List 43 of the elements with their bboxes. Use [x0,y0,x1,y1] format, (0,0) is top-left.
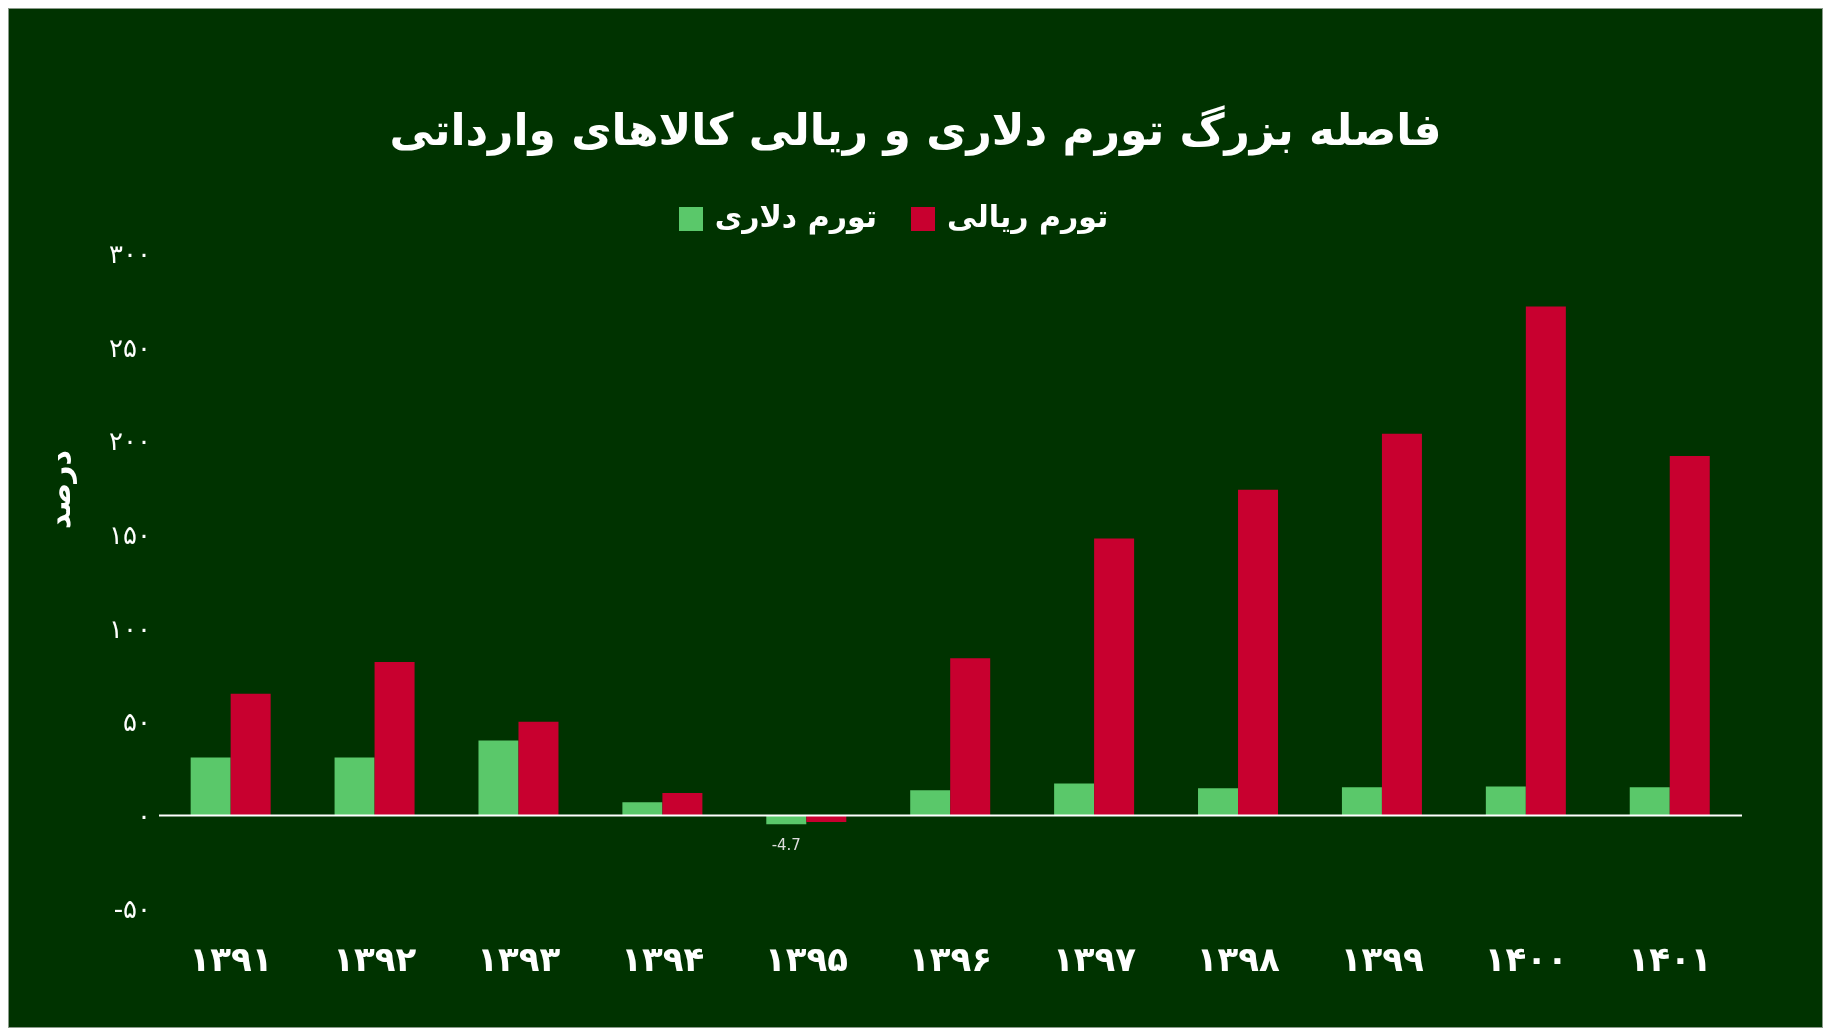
x-tick-label: ۱۴۰۰ [1484,939,1568,980]
x-tick-label: ۱۳۹۴ [621,939,705,980]
y-tick-label: -۵۰ [113,894,151,925]
bar [334,757,375,816]
data-label: -4.7 [771,836,801,855]
x-tick-label: ۱۳۹۱ [189,939,273,980]
x-tick-label: ۱۳۹۹ [1340,939,1424,980]
bar [950,658,991,816]
y-axis-title: درصد [41,449,77,529]
y-tick-label: ۵۰ [123,707,151,738]
legend-label: تورم دلاری [714,199,878,234]
y-tick-label: ۱۰۰ [109,613,151,644]
bar [1198,788,1239,816]
y-tick-label: ۰ [137,800,151,831]
y-tick-label: ۳۰۰ [109,239,151,270]
y-tick-label: ۲۰۰ [109,426,151,457]
bar [1669,456,1710,816]
bar [910,790,951,816]
bar [230,693,271,816]
bar [1054,783,1095,816]
y-tick-label: ۱۵۰ [109,519,151,550]
bar [1629,787,1670,816]
chart-title: فاصله بزرگ تورم دلاری و ریالی کالاهای وارداتی [388,104,1443,155]
bar [518,721,559,816]
legend-label: تورم ریالی [947,199,1109,234]
x-tick-label: ۱۳۹۳ [477,939,561,980]
bar [1341,787,1382,816]
x-tick-label: ۱۳۹۶ [908,939,993,980]
x-tick-label: ۱۳۹۸ [1196,939,1281,980]
bar [374,661,415,816]
bar [478,740,519,816]
bar [1381,433,1422,816]
bar [1525,306,1566,816]
y-tick-label: ۲۵۰ [109,332,151,363]
bar [1485,786,1526,816]
bar [1094,538,1135,816]
bar [190,757,231,816]
x-tick-label: ۱۴۰۱ [1628,939,1712,980]
x-tick-label: ۱۳۹۲ [333,939,417,980]
bar [662,792,703,816]
bar [1238,489,1279,816]
x-tick-label: ۱۳۹۵ [765,939,849,980]
x-tick-label: ۱۳۹۷ [1052,939,1137,980]
